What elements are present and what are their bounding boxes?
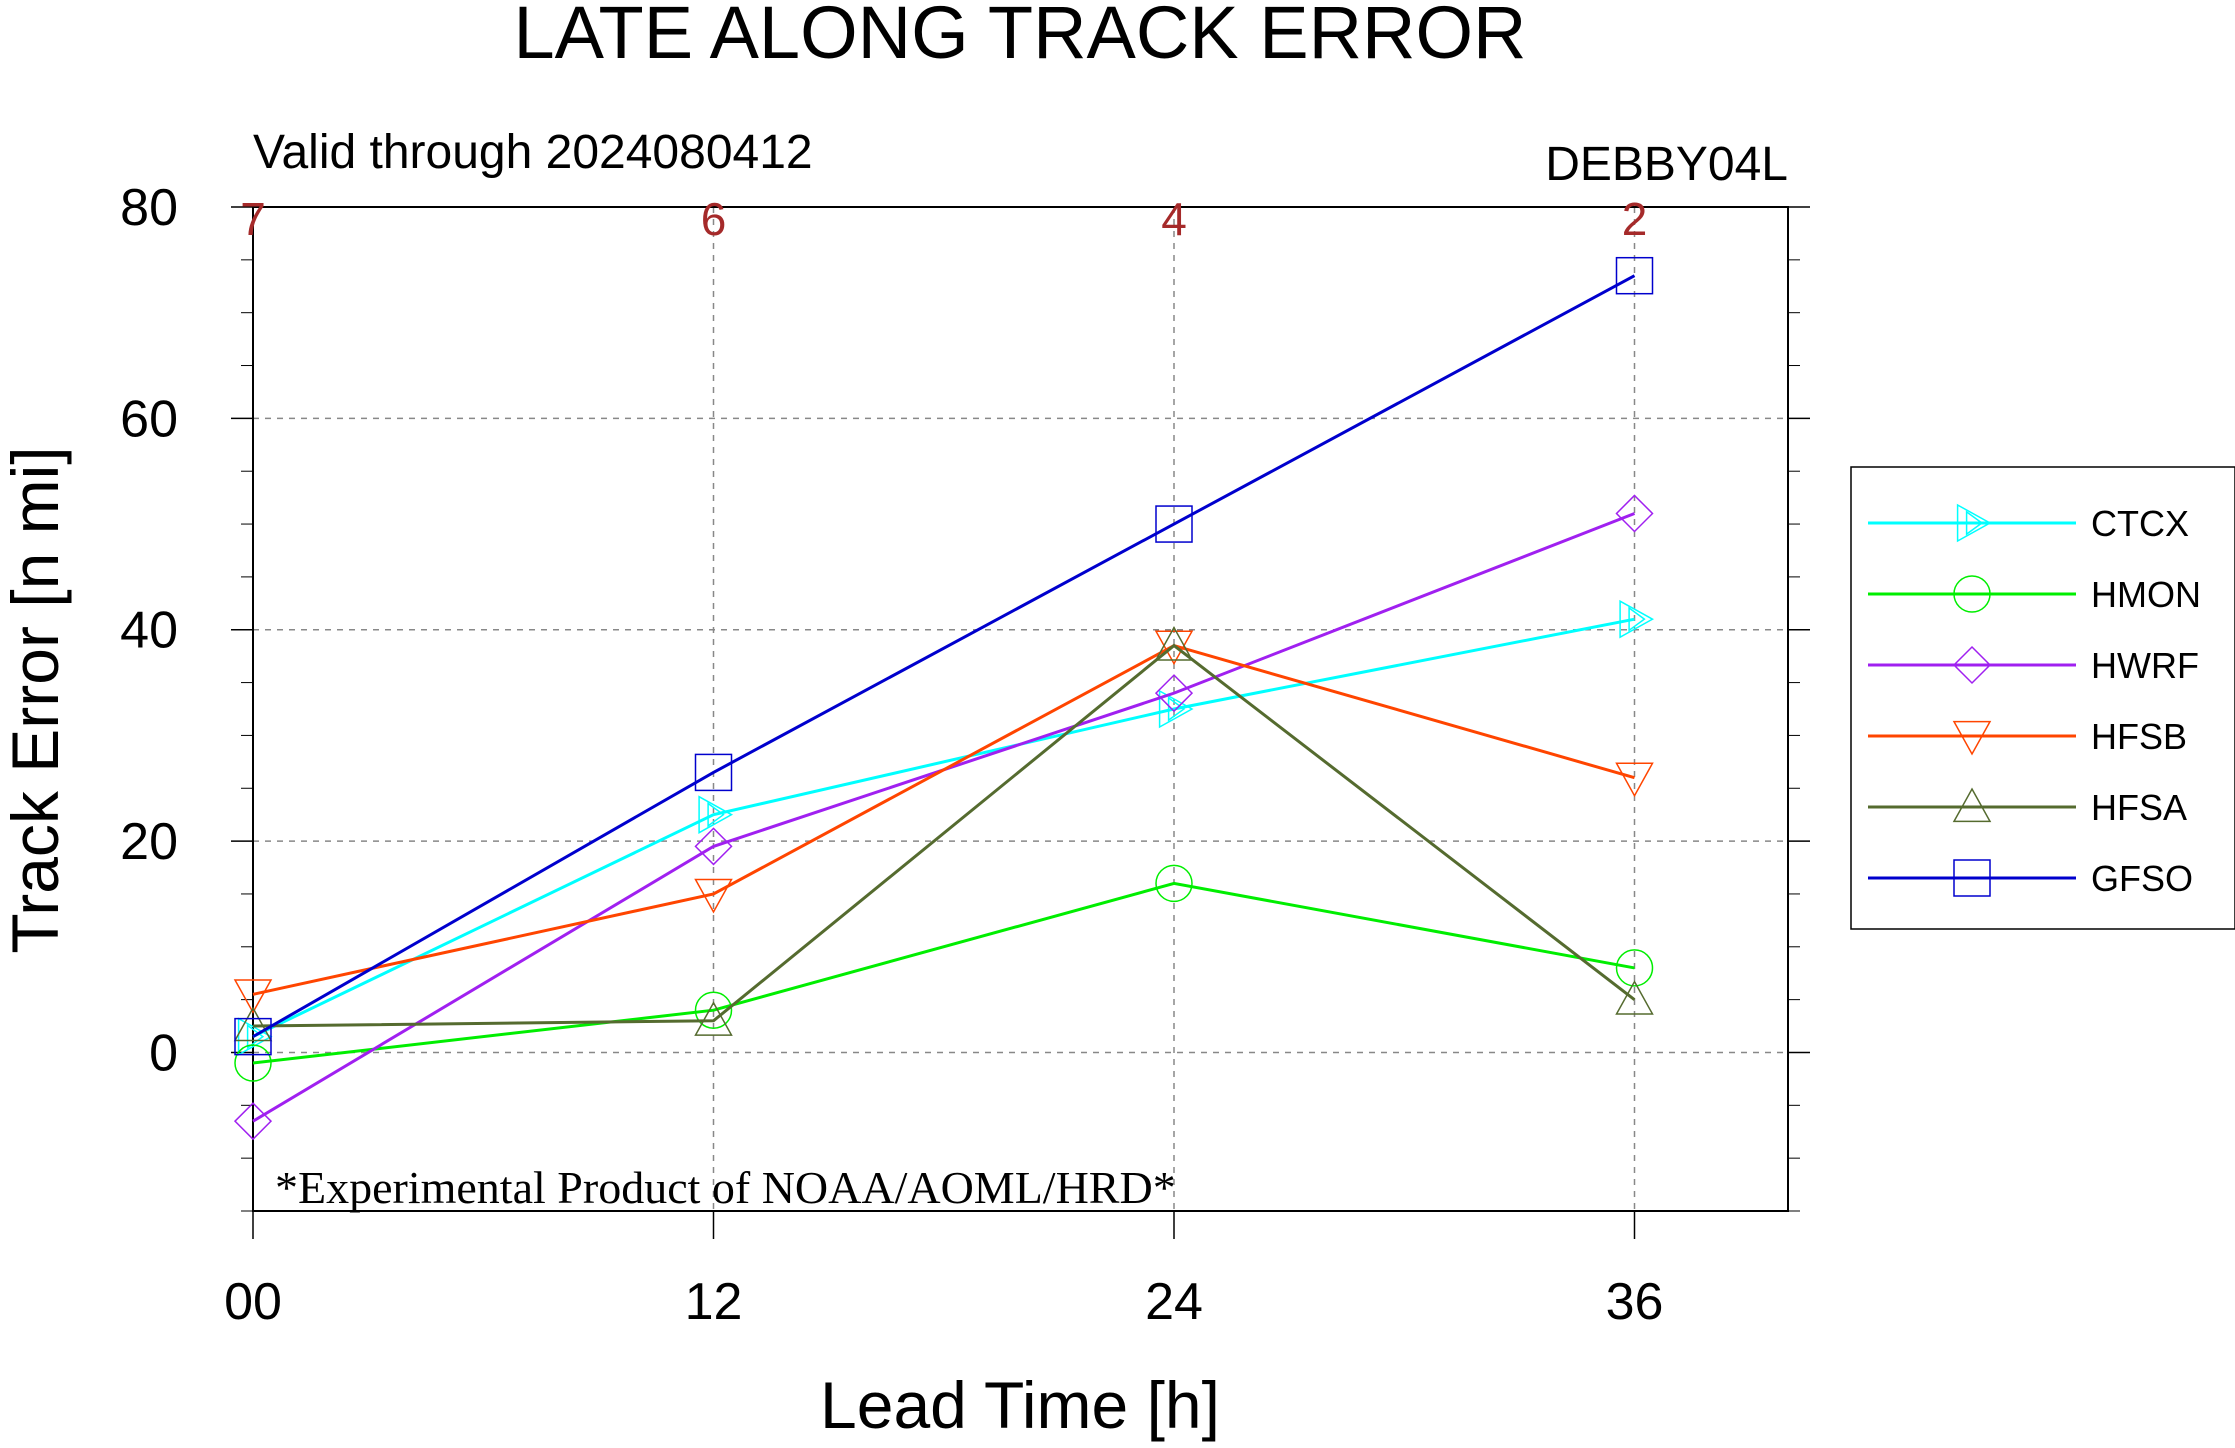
series [233, 256, 1655, 1141]
legend-marker-gfso [1953, 859, 1991, 897]
x-tick-label: 24 [1145, 1273, 1203, 1331]
series-point-hfsb [1154, 630, 1194, 666]
y-tick-label: 0 [149, 1024, 178, 1082]
legend-marker-hwrf [1952, 645, 1992, 685]
chart-title: LATE ALONG TRACK ERROR [514, 0, 1527, 74]
storm-id-label: DEBBY04L [1545, 138, 1788, 191]
series-line-hfsa [252, 643, 1636, 1028]
legend-marker-hfsb [1952, 720, 1992, 756]
legend-label-hmon: HMON [2091, 574, 2201, 615]
y-tick-label: 80 [120, 179, 178, 237]
x-axis-label: Lead Time [h] [820, 1368, 1220, 1442]
case-count-label: 2 [1622, 193, 1648, 245]
series-point-gfso [694, 753, 733, 792]
series-point-ctcx [1619, 599, 1655, 639]
series-point-hwrf [1615, 494, 1654, 533]
series-point-hfsa [1615, 980, 1654, 1015]
case-count-label: 4 [1161, 193, 1187, 245]
series-point-hfsb [233, 979, 273, 1014]
series-point-ctcx-inner [1167, 696, 1186, 722]
y-axis-label: Track Error [n mi] [0, 446, 72, 953]
series-point-ctcx-inner [1628, 606, 1646, 632]
series-gfso [234, 256, 1654, 1056]
series-point-hfsb [1615, 762, 1654, 798]
series-hwrf [233, 494, 1654, 1141]
series-point-ctcx [698, 795, 734, 834]
x-tick-label: 12 [685, 1273, 743, 1331]
legend-marker-hfsa [1952, 787, 1992, 823]
series-point-hfsb [694, 878, 733, 914]
series-point-hfsa [1154, 626, 1194, 661]
series-line-ctcx [252, 617, 1635, 1038]
series-point-gfso [1615, 256, 1654, 295]
footnote: *Experimental Product of NOAA/AOML/HRD* [275, 1162, 1176, 1213]
series-point-hfsa [694, 1001, 733, 1036]
legend-marker-ctcx-inner [1965, 510, 1984, 536]
series-hmon [234, 864, 1654, 1082]
series-point-gfso [1155, 505, 1193, 543]
legend-label-hwrf: HWRF [2091, 645, 2199, 686]
legend-marker-hmon [1953, 575, 1991, 613]
series-point-ctcx-inner [707, 802, 725, 828]
series-line-hwrf [252, 512, 1636, 1123]
x-tick-label: 00 [224, 1273, 282, 1331]
legend-label-hfsb: HFSB [2091, 716, 2187, 757]
series-point-ctcx [1158, 689, 1194, 729]
x-tick-label: 36 [1606, 1273, 1664, 1331]
series-point-hwrf [233, 1102, 273, 1141]
valid-through-label: Valid through 2024080412 [253, 126, 813, 179]
y-tick-label: 60 [120, 390, 178, 448]
y-tick-label: 20 [120, 813, 178, 871]
y-tick-label: 40 [120, 602, 178, 660]
series-point-gfso [234, 1017, 272, 1056]
legend-label-ctcx: CTCX [2091, 503, 2189, 544]
legend-box [1850, 466, 2235, 930]
series-point-hwrf [694, 827, 733, 866]
series-hfsa [233, 626, 1654, 1042]
series-line-gfso [252, 274, 1636, 1038]
plot-frame [252, 206, 1789, 1212]
legend: CTCX HMON HWRF HFSB HFSA GFSO [1850, 466, 2235, 930]
series-point-hfsa [233, 1006, 273, 1042]
series-point-hmon [1615, 949, 1654, 987]
case-count-label: 6 [701, 193, 727, 245]
series-point-hmon [694, 991, 733, 1029]
series-hfsb [233, 630, 1654, 1014]
series-ctcx [237, 599, 1655, 1056]
grid [252, 206, 1788, 1211]
legend-label-hfsa: HFSA [2091, 787, 2187, 828]
legend-marker-ctcx [1956, 503, 1992, 543]
series-line-hmon [252, 881, 1635, 1065]
axis-ticks: 0 20 40 60 80 00 7 12 6 24 4 36 2 [120, 179, 1810, 1331]
series-point-hmon [1155, 864, 1193, 903]
series-point-hwrf [1154, 674, 1194, 713]
case-count-label: 7 [240, 193, 266, 245]
series-point-ctcx-inner [246, 1023, 265, 1050]
legend-label-gfso: GFSO [2091, 858, 2193, 899]
series-line-hfsb [252, 643, 1635, 996]
series-point-hmon [234, 1044, 272, 1082]
